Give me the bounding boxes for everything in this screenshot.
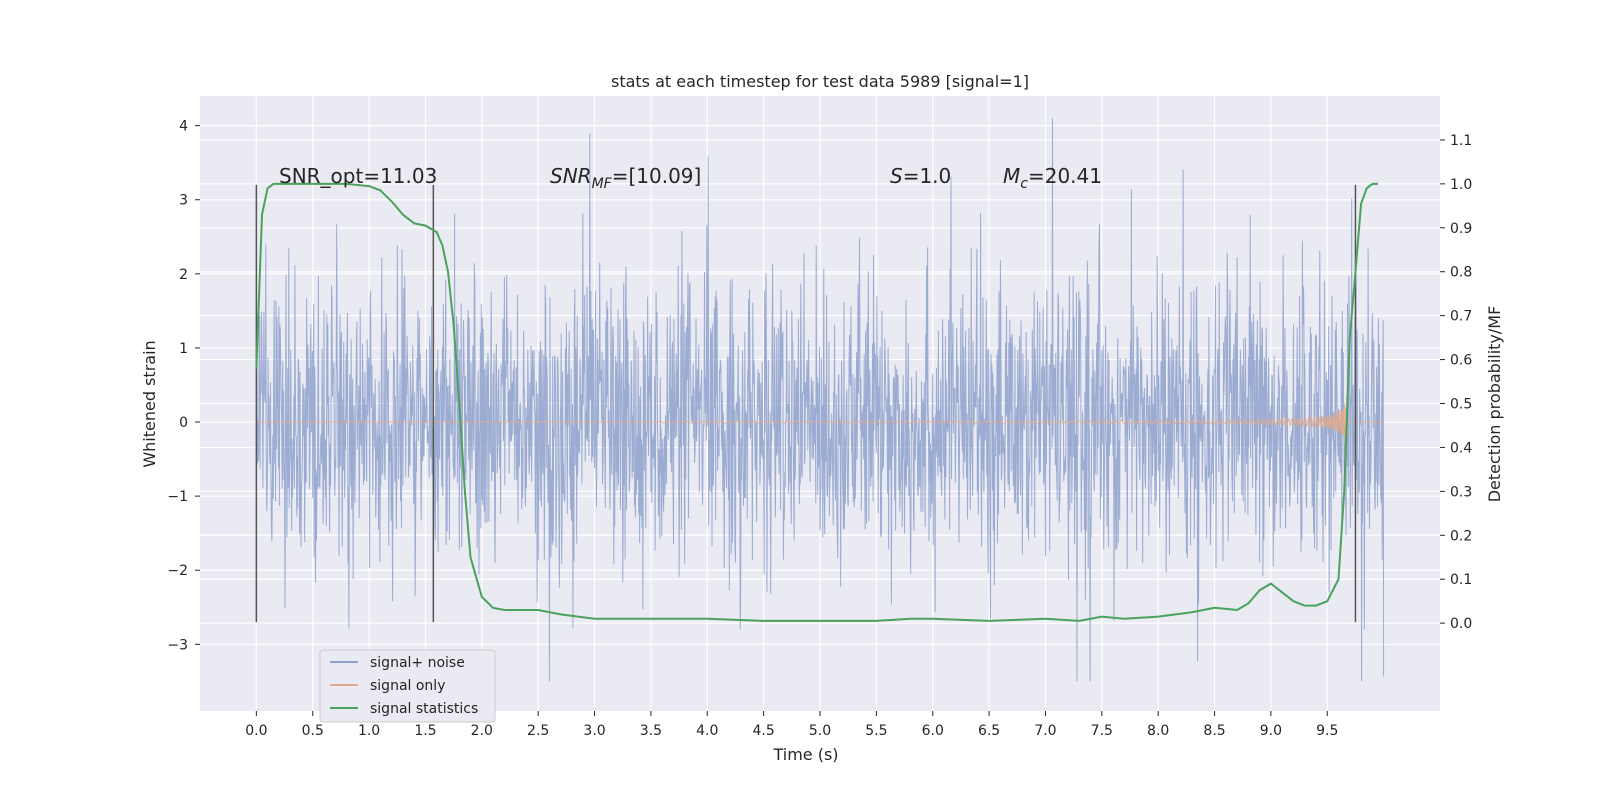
y-right-tick-label: 0.6 [1450, 353, 1472, 369]
y-right-tick-label: 1.1 [1450, 133, 1472, 149]
x-tick-label: 3.0 [583, 723, 605, 739]
y-right-axis-ticks: 1.1 1.0 0.9 0.8 0.7 0.6 0.5 0.4 0.3 0.2 0.1 0.0 [1440, 133, 1472, 632]
y-left-tick-label: 3 [179, 193, 188, 209]
y-right-tick-label: 0.3 [1450, 484, 1472, 500]
signal-only-line [256, 395, 1384, 451]
x-tick-label: 4.5 [753, 723, 775, 739]
y-left-tick-label: −1 [167, 489, 188, 505]
y-right-tick-label: 0.7 [1450, 309, 1472, 325]
series-signal-noise [255, 118, 1385, 682]
y-left-tick-label: −3 [167, 637, 188, 653]
series-signal-only [256, 395, 1384, 451]
x-tick-label: 1.0 [358, 723, 380, 739]
x-tick-label: 0.0 [245, 723, 267, 739]
y-left-tick-label: 2 [179, 267, 188, 283]
annotation-mc: Mc=20.41 [1003, 164, 1102, 192]
x-tick-label: 6.5 [978, 723, 1000, 739]
y-left-tick-label: 4 [179, 119, 188, 135]
x-tick-label: 5.0 [809, 723, 831, 739]
y-right-tick-label: 0.0 [1450, 616, 1472, 632]
x-axis-label: Time (s) [772, 745, 838, 764]
y-left-axis-ticks: 4 3 2 1 0 −1 −2 −3 [167, 119, 200, 653]
x-tick-label: 9.5 [1316, 723, 1338, 739]
legend-label-signal-only: signal only [370, 678, 445, 694]
x-tick-label: 6.0 [922, 723, 944, 739]
x-tick-label: 2.0 [471, 723, 493, 739]
x-tick-label: 4.0 [696, 723, 718, 739]
event-markers [255, 184, 1357, 623]
x-tick-label: 3.5 [640, 723, 662, 739]
x-tick-label: 0.5 [302, 723, 324, 739]
signal-noise-line [255, 118, 1385, 682]
x-tick-label: 2.5 [527, 723, 549, 739]
y-right-tick-label: 0.4 [1450, 440, 1472, 456]
x-tick-label: 7.5 [1091, 723, 1113, 739]
x-tick-label: 9.0 [1260, 723, 1282, 739]
y-right-tick-label: 1.0 [1450, 177, 1472, 193]
x-tick-label: 8.0 [1147, 723, 1169, 739]
y-right-tick-label: 0.8 [1450, 265, 1472, 281]
annotation-snr-mf: SNRMF=[10.09] [550, 164, 701, 192]
legend-label-signal-statistics: signal statistics [370, 701, 478, 717]
series-signal-statistics [255, 182, 1378, 622]
legend-label-signal-noise: signal+ noise [370, 655, 465, 671]
x-tick-label: 5.5 [865, 723, 887, 739]
legend: signal+ noise signal only signal statist… [319, 649, 496, 723]
y-right-tick-label: 0.9 [1450, 221, 1472, 237]
chart-title: stats at each timestep for test data 598… [611, 72, 1029, 91]
signal-statistics-line [255, 182, 1378, 622]
x-tick-label: 1.5 [414, 723, 436, 739]
annotation-snr-opt: SNR_opt=11.03 [279, 164, 437, 188]
y-left-tick-label: 0 [179, 415, 188, 431]
y-right-tick-label: 0.2 [1450, 528, 1472, 544]
y-right-axis-label: Detection probability/MF [1485, 306, 1504, 503]
y-right-tick-label: 0.1 [1450, 572, 1472, 588]
x-axis-ticks: 0.0 0.5 1.0 1.5 2.0 2.5 3.0 3.5 4.0 4.5 5.0 5.5 6.0 6… [245, 711, 1338, 739]
annotation-s: S=1.0 [890, 164, 951, 188]
x-tick-label: 8.5 [1203, 723, 1225, 739]
x-tick-label: 7.0 [1034, 723, 1056, 739]
y-left-axis-label: Whitened strain [140, 340, 159, 467]
y-left-tick-label: 1 [179, 341, 188, 357]
legend-box [319, 649, 496, 723]
y-right-tick-label: 0.5 [1450, 397, 1472, 413]
y-left-tick-label: −2 [167, 563, 188, 579]
